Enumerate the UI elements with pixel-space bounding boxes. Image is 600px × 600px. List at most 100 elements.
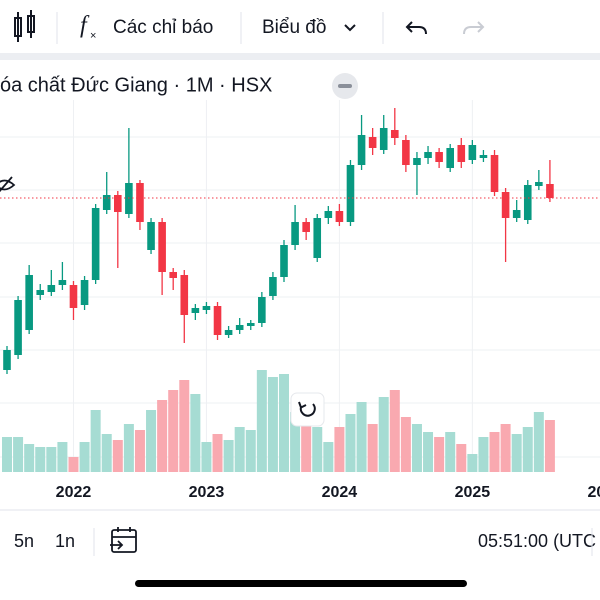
volume-bar	[544, 420, 555, 472]
candle-body	[457, 145, 466, 162]
volume-bar	[245, 430, 256, 472]
collapse-button[interactable]	[332, 73, 358, 99]
candle-body	[14, 300, 22, 355]
volume-bar	[157, 400, 168, 472]
indicators-button[interactable]: f × Các chỉ báo	[80, 13, 213, 42]
range-button[interactable]: 1n	[55, 531, 75, 551]
volume-bar	[90, 410, 101, 472]
fx-icon-x: ×	[90, 30, 96, 42]
candle-body	[379, 128, 388, 150]
volume-bar	[522, 427, 533, 472]
volume-bar	[445, 432, 456, 472]
candle-body	[102, 195, 111, 210]
volume-bar	[101, 434, 112, 472]
volume-bar	[134, 430, 145, 472]
volume-bars	[2, 370, 555, 472]
clock: 05:51:00 (UTC	[478, 531, 596, 551]
candle-body	[69, 285, 78, 308]
volume-bar	[279, 374, 289, 472]
candle-body	[546, 184, 554, 198]
undo-button[interactable]	[405, 21, 427, 35]
volume-bar	[456, 444, 467, 472]
hide-icon[interactable]	[0, 176, 16, 193]
candle-body	[512, 210, 521, 218]
candle-body	[91, 208, 100, 280]
candle-body	[25, 275, 33, 330]
candle-body	[47, 285, 56, 292]
volume-bar	[323, 442, 334, 472]
symbol-title: óa chất Đức Giang · 1M · HSX	[0, 74, 272, 96]
volume-bar	[212, 434, 223, 472]
x-tick-label: 2025	[455, 484, 491, 501]
candle-body	[36, 290, 45, 295]
candle-body	[413, 158, 421, 165]
candle-body	[313, 218, 322, 258]
volume-bar	[400, 417, 411, 472]
volume-bar	[312, 427, 323, 472]
candle-body	[269, 277, 277, 296]
candle-body	[80, 280, 89, 305]
chart-menu-button[interactable]: Biểu đồ	[262, 17, 356, 38]
reset-button[interactable]	[290, 392, 325, 427]
volume-bar	[112, 440, 123, 472]
volume-bar	[533, 412, 544, 472]
candle-body	[302, 222, 310, 232]
candle-body	[391, 130, 399, 138]
x-tick-label: 2023	[189, 484, 225, 501]
candle-body	[114, 195, 122, 212]
go-to-date-button[interactable]	[110, 527, 137, 553]
volume-bar	[35, 447, 46, 472]
candle-body	[291, 222, 299, 245]
candle-body	[468, 145, 477, 160]
candle-body	[58, 280, 67, 285]
candle-style-button[interactable]	[14, 10, 35, 42]
candle-body	[258, 297, 266, 323]
range-button[interactable]: 5n	[14, 531, 34, 551]
candle-body	[158, 222, 166, 272]
candle-body	[224, 330, 233, 335]
volume-bar	[256, 370, 267, 472]
volume-bar	[345, 414, 356, 472]
indicators-label: Các chỉ báo	[113, 17, 213, 38]
x-tick-label: 2026	[588, 484, 600, 501]
candle-body	[368, 137, 377, 148]
candle-body	[136, 183, 144, 222]
candle-body	[246, 323, 255, 326]
candle-body	[180, 275, 189, 315]
candle-body	[402, 140, 410, 165]
divider	[0, 53, 600, 60]
x-tick-label: 2024	[322, 484, 358, 501]
volume-bar	[389, 390, 400, 472]
candle-body	[169, 272, 177, 278]
candle-body	[435, 152, 443, 162]
toolbar: f × Các chỉ báo Biểu đồ	[14, 10, 485, 44]
volume-bar	[434, 437, 445, 472]
candle-body	[357, 135, 366, 165]
volume-bar	[201, 442, 212, 472]
volume-bar	[234, 427, 245, 472]
volume-bar	[46, 447, 57, 472]
volume-bar	[2, 437, 12, 472]
volume-bar	[467, 454, 478, 472]
candle-body	[535, 182, 543, 186]
candle-body	[202, 306, 211, 310]
redo-button[interactable]	[463, 21, 485, 35]
candle-body	[280, 245, 288, 277]
candle-body	[424, 152, 432, 158]
volume-bar	[511, 434, 522, 472]
volume-bar	[411, 424, 422, 472]
candle-body	[324, 211, 333, 218]
candle-body	[446, 148, 454, 168]
volume-bar	[179, 380, 190, 472]
candle-body	[213, 306, 222, 335]
volume-bar	[79, 442, 90, 472]
volume-bar	[24, 444, 35, 472]
volume-bar	[301, 422, 312, 472]
volume-bar	[13, 437, 24, 472]
volume-bar	[146, 410, 157, 472]
volume-bar	[57, 442, 68, 472]
candle-body	[523, 185, 532, 220]
volume-bar	[334, 427, 345, 472]
volume-bar	[190, 394, 201, 472]
